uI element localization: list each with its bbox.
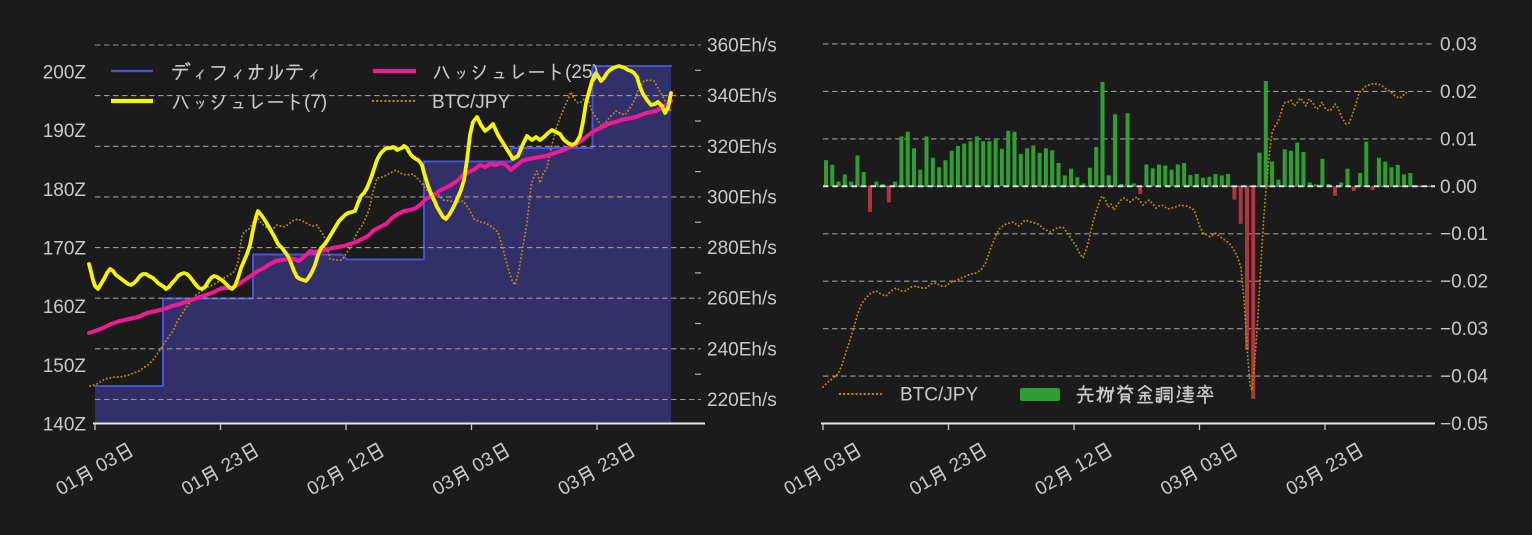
svg-text:(7): (7) [304, 92, 327, 113]
svg-text:−0.04: −0.04 [1440, 367, 1489, 388]
svg-text:180Z: 180Z [43, 180, 87, 201]
svg-text:150Z: 150Z [43, 356, 87, 377]
svg-text:−0.05: −0.05 [1440, 414, 1488, 435]
svg-text:160Z: 160Z [43, 297, 87, 318]
svg-text:140Z: 140Z [43, 415, 87, 436]
svg-text:0.03: 0.03 [1440, 34, 1477, 55]
svg-text:0.01: 0.01 [1440, 129, 1477, 150]
svg-text:360Eh/s: 360Eh/s [707, 36, 777, 57]
svg-text:−0.02: −0.02 [1440, 272, 1488, 293]
svg-text:0.00: 0.00 [1440, 177, 1477, 198]
svg-text:−0.03: −0.03 [1440, 319, 1488, 340]
svg-text:240Eh/s: 240Eh/s [707, 339, 777, 360]
svg-text:200Z: 200Z [43, 63, 87, 84]
svg-text:320Eh/s: 320Eh/s [707, 137, 777, 158]
svg-text:0.02: 0.02 [1440, 82, 1477, 103]
svg-text:BTC/JPY: BTC/JPY [432, 92, 510, 113]
svg-text:340Eh/s: 340Eh/s [707, 86, 777, 107]
svg-text:−0.01: −0.01 [1440, 224, 1488, 245]
svg-text:280Eh/s: 280Eh/s [707, 238, 777, 259]
svg-text:190Z: 190Z [43, 121, 87, 142]
svg-text:220Eh/s: 220Eh/s [707, 390, 777, 411]
svg-text:170Z: 170Z [43, 239, 87, 260]
svg-text:260Eh/s: 260Eh/s [707, 289, 777, 310]
svg-text:(25): (25) [565, 62, 599, 83]
svg-text:300Eh/s: 300Eh/s [707, 187, 777, 208]
svg-text:BTC/JPY: BTC/JPY [900, 385, 978, 406]
